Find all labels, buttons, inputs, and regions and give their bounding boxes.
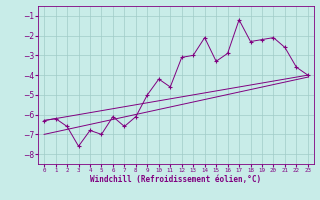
X-axis label: Windchill (Refroidissement éolien,°C): Windchill (Refroidissement éolien,°C) xyxy=(91,175,261,184)
